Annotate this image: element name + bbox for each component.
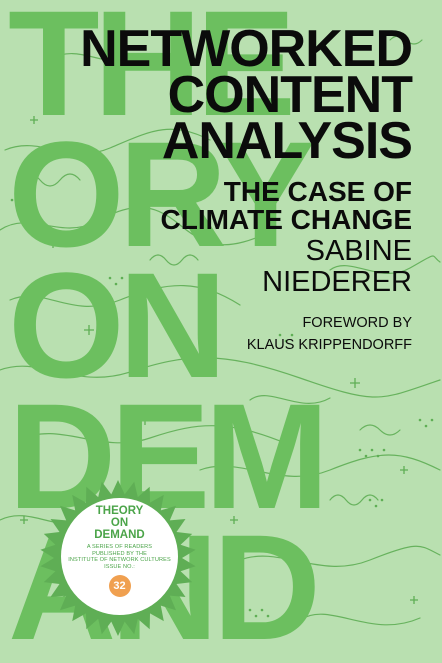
background-word-on: ON (8, 241, 227, 409)
author-line: SABINE (305, 235, 412, 267)
subtitle-line: THE CASE OF (223, 176, 412, 207)
foreword-line: FOREWORD BY (302, 315, 412, 331)
badge-description-line: A SERIES OF READERS (86, 544, 153, 550)
book-title: NETWORKED CONTENT ANALYSIS (80, 20, 413, 170)
background-word-ory: ORY (8, 110, 315, 278)
title-line: CONTENT (167, 66, 413, 124)
book-subtitle: THE CASE OF CLIMATE CHANGE (161, 178, 412, 234)
badge-description-line: INSTITUTE OF NETWORK CULTURES (68, 557, 171, 564)
issue-number-badge: 32 (108, 575, 131, 598)
author-line: NIEDERER (262, 266, 412, 298)
foreword-credit: FOREWORD BY KLAUS KRIPPENDORFF (247, 312, 412, 356)
badge-description: A SERIES OF READERS PUBLISHED BY THE INS… (61, 544, 178, 570)
badge-series-title: THEORY ON DEMAND (61, 505, 178, 541)
badge-description-line: PUBLISHED BY THE (92, 550, 147, 557)
title-line: NETWORKED (80, 20, 413, 78)
badge-series-line: DEMAND (94, 529, 145, 541)
background-word-dem: DEM (8, 372, 329, 540)
background-word-the: THE (8, 0, 296, 147)
foreword-line: KLAUS KRIPPENDORFF (246, 337, 412, 353)
badge-series-line: ON (110, 517, 129, 529)
badge-series-line: THEORY (95, 505, 144, 517)
title-line: ANALYSIS (161, 112, 413, 170)
author-name: SABINE NIEDERER (262, 236, 412, 298)
series-badge: THEORY ON DEMAND A SERIES OF READERS PUB… (61, 498, 178, 615)
subtitle-line: CLIMATE CHANGE (160, 204, 412, 235)
badge-description-line: ISSUE NO.: (104, 563, 135, 570)
